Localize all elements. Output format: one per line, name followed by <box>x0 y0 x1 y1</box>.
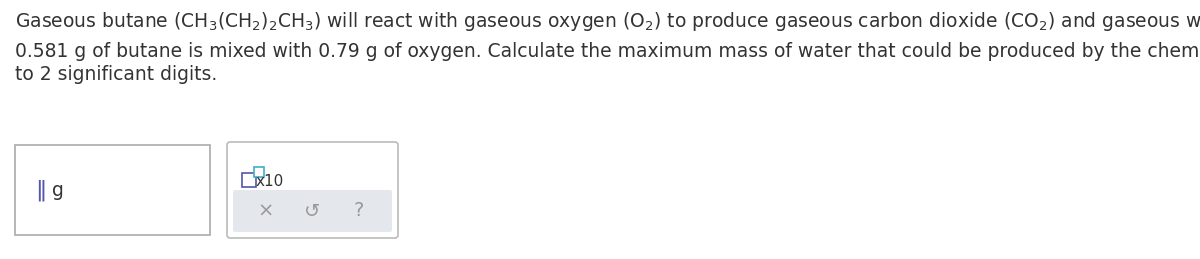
Bar <box>242 173 256 187</box>
Text: 0.581 g of butane is mixed with 0.79 g of oxygen. Calculate the maximum mass of : 0.581 g of butane is mixed with 0.79 g o… <box>14 42 1200 61</box>
Text: ×: × <box>258 202 274 220</box>
FancyBboxPatch shape <box>233 190 392 232</box>
Text: x10: x10 <box>256 174 284 189</box>
Text: ‖: ‖ <box>35 179 47 201</box>
Text: ↺: ↺ <box>305 202 320 220</box>
Bar <box>254 167 264 177</box>
Text: Gaseous butane $\left(\mathregular{CH_3(CH_2)_2CH_3}\right)$ will react with gas: Gaseous butane $\left(\mathregular{CH_3(… <box>14 10 1200 33</box>
Bar <box>14 145 210 235</box>
Text: to 2 significant digits.: to 2 significant digits. <box>14 65 217 84</box>
FancyBboxPatch shape <box>227 142 398 238</box>
Text: ?: ? <box>354 202 364 220</box>
Text: g: g <box>52 181 64 199</box>
